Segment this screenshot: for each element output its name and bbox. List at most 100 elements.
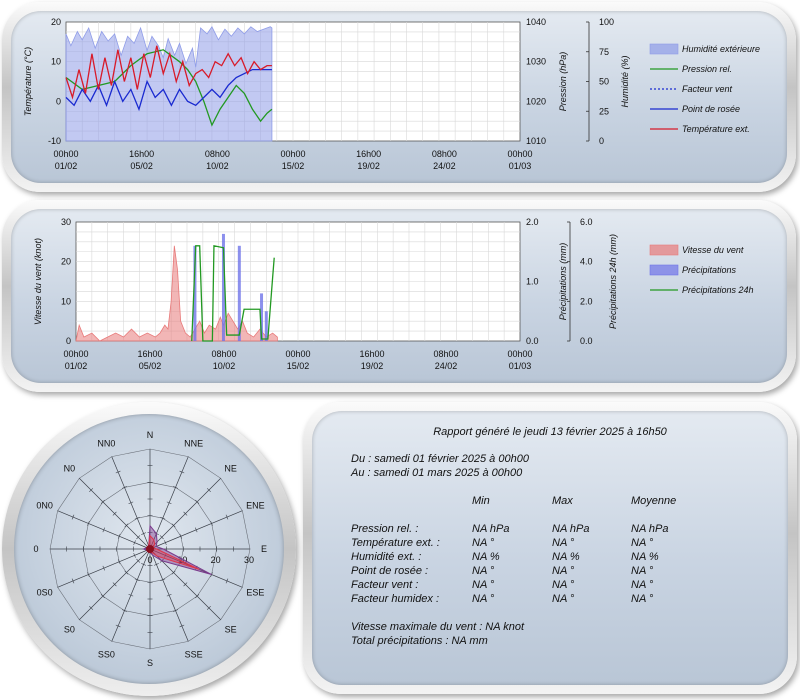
rose-tick <box>194 527 198 533</box>
x-tick-date: 01/02 <box>55 161 78 171</box>
rose-tick <box>166 593 172 597</box>
rose-direction-label: SSE <box>185 649 203 659</box>
rose-direction-label: NE <box>224 463 237 473</box>
report-cell-label: Facteur vent : <box>351 579 419 591</box>
y-right1-tick-label: 1020 <box>526 96 546 106</box>
legend-label: Pression rel. <box>682 64 732 74</box>
legend-label: Température ext. <box>682 124 750 134</box>
legend-swatch <box>649 244 679 256</box>
x-tick-date: 05/02 <box>130 161 153 171</box>
rose-tick <box>173 486 178 489</box>
series-area-0 <box>75 245 278 342</box>
y-left-tick-label: -10 <box>48 136 61 146</box>
report-cell-avg: NA hPa <box>631 523 669 535</box>
rose-tick <box>179 470 185 474</box>
y-right1-tick-label: 0.0 <box>526 336 539 346</box>
rose-scale-label: 10 <box>177 555 187 565</box>
y-left-tick-label: 0 <box>56 96 61 106</box>
rose-tick <box>179 624 185 628</box>
report-cell-max: NA ° <box>552 579 575 591</box>
rose-tick <box>195 594 200 599</box>
precip-bar <box>193 245 197 341</box>
report-cell-avg: NA % <box>631 551 659 563</box>
y-right2-axis-title: Précipitations 24h (mm) <box>608 234 618 329</box>
rose-tick <box>225 514 229 520</box>
rose-tick <box>87 572 90 577</box>
col-min-header: Min <box>472 495 490 507</box>
x-tick-date: 15/02 <box>287 361 310 371</box>
x-tick-time: 08h00 <box>211 349 236 359</box>
y-right2-tick-label: 50 <box>599 77 609 87</box>
y-left-tick-label: 10 <box>61 296 71 306</box>
x-tick-date: 10/02 <box>206 161 229 171</box>
legend-swatch <box>649 264 679 276</box>
rose-tick <box>115 624 121 628</box>
rose-tick <box>141 563 147 566</box>
x-tick-time: 00h00 <box>280 149 305 159</box>
rose-tick <box>160 578 166 582</box>
report-total-rain: Total précipitations : NA mm <box>351 635 488 647</box>
rose-tick <box>133 540 136 546</box>
rose-scale-label: 30 <box>244 555 254 565</box>
rose-tick <box>206 488 211 493</box>
rose-center-label: 0 <box>147 555 152 565</box>
legend-swatch <box>649 43 679 55</box>
report-from: Du : samedi 01 février 2025 à 00h00 <box>351 453 529 465</box>
y-left-tick-label: 10 <box>51 57 61 67</box>
y-right2-tick-label: 0 <box>599 136 604 146</box>
rose-tick <box>183 511 188 516</box>
x-tick-date: 15/02 <box>282 161 305 171</box>
y-right2-tick-label: 2.0 <box>580 296 593 306</box>
rose-direction-label: E <box>261 544 267 554</box>
rose-direction-label: N0 <box>64 463 76 473</box>
rose-tick <box>210 521 213 526</box>
rose-tick <box>71 578 75 584</box>
rose-tick <box>117 533 121 539</box>
rose-tick <box>195 499 200 504</box>
legend-entry: Humidité extérieure <box>649 43 760 55</box>
precip-bar <box>221 233 225 341</box>
x-tick-time: 16h00 <box>137 349 162 359</box>
report-cell-label: Point de rosée : <box>351 565 429 577</box>
x-tick-time: 08h00 <box>205 149 230 159</box>
report-cell-avg: NA ° <box>631 579 654 591</box>
y-right2-tick-label: 100 <box>599 17 614 27</box>
x-tick-time: 16h00 <box>356 149 381 159</box>
rose-tick <box>112 511 117 516</box>
x-tick-time: 00h00 <box>53 149 78 159</box>
report-panel <box>303 402 797 694</box>
legend-label: Précipitations 24h <box>682 285 754 295</box>
rose-tick <box>160 516 166 520</box>
rose-direction-label: NNE <box>184 439 203 449</box>
report-cell-avg: NA ° <box>631 593 654 605</box>
report-cell-avg: NA ° <box>631 537 654 549</box>
legend-entry: Précipitations <box>649 264 737 276</box>
rose-tick <box>179 533 183 539</box>
y-left-tick-label: 20 <box>51 17 61 27</box>
x-tick-time: 00h00 <box>507 149 532 159</box>
x-tick-date: 19/02 <box>361 361 384 371</box>
report-cell-max: NA hPa <box>552 523 590 535</box>
rose-tick <box>173 609 178 612</box>
report-cell-avg: NA ° <box>631 565 654 577</box>
y-right1-tick-label: 1030 <box>526 57 546 67</box>
y-right1-axis-title: Précipitations (mm) <box>558 243 568 321</box>
x-tick-time: 08h00 <box>433 349 458 359</box>
grid <box>76 222 520 341</box>
rose-tick <box>166 501 172 505</box>
y-right1-tick-label: 1010 <box>526 136 546 146</box>
series-line-2 <box>191 245 275 342</box>
y-right1-tick-label: 1040 <box>526 17 546 27</box>
y-left-tick-label: 20 <box>61 257 71 267</box>
x-tick-date: 01/02 <box>65 361 88 371</box>
rose-tick <box>141 532 147 535</box>
temperature-pressure-humidity-chart: 20100-1010401030102010101007550250Tempér… <box>23 17 760 171</box>
x-tick-date: 24/02 <box>433 161 456 171</box>
wind-rose-chart: N NNE NE ENE E ESE SE SSE S SS0 S0 0S0 0 0N0 N0 NN0 10 20… <box>33 430 267 668</box>
rose-tick <box>133 552 136 558</box>
y-left-tick-label: 0 <box>66 336 71 346</box>
rose-tick <box>159 535 164 540</box>
report-cell-label: Facteur humidex : <box>351 593 440 605</box>
rose-tick <box>89 605 94 610</box>
rose-tick <box>206 605 211 610</box>
